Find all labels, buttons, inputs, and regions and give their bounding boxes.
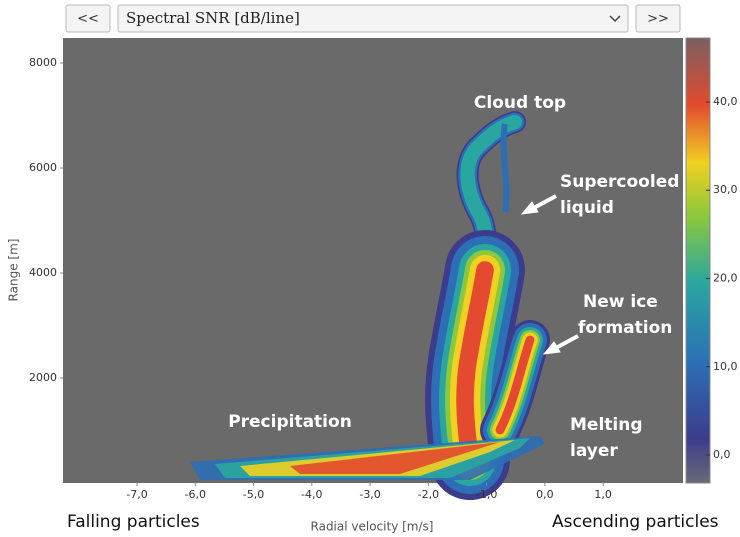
annotation: Melting [570,415,643,435]
y-tick-label: 6000 [29,161,57,174]
next-button[interactable] [635,4,681,33]
annotation: layer [570,441,618,461]
annotation: Precipitation [228,412,352,432]
x-tick-label: -2,0 [418,488,439,501]
annotation: liquid [560,198,614,218]
x-tick-label: 0,0 [536,488,554,501]
arrow-head [520,201,539,215]
x-tick-label: -6,0 [185,488,206,501]
colorbar-tick-label: 0,0 [713,448,731,461]
y-tick-label: 8000 [29,56,57,69]
selector[interactable] [117,4,629,33]
selector-label[interactable]: Spectral SNR [dB/line] [126,9,300,27]
y-tick-label: 2000 [29,371,57,384]
colorbar-tick-label: 30,0 [713,183,738,196]
x-tick-label: -3,0 [359,488,380,501]
spectrum [190,111,550,500]
plot-area [63,38,683,483]
left-note: Falling particles [67,512,200,532]
colorbar [685,37,711,484]
spectrum-shape [495,335,535,435]
arrow-head [542,341,561,355]
spectrum-shape [290,442,500,474]
spectrum-shape [500,123,510,213]
y-tick-label: 4000 [29,266,57,279]
x-tick-label: -7,0 [126,488,147,501]
x-tick-label: -5,0 [243,488,264,501]
arrows [520,194,579,355]
annotation: formation [578,318,672,338]
x-tick-label: -1,0 [476,488,497,501]
prev-button[interactable] [65,4,111,33]
annotation: Cloud top [474,93,566,113]
spectrum-shape [456,261,494,469]
colorbar-tick-label: 20,0 [713,272,738,285]
y-label: Range [m] [7,239,21,302]
prev-label[interactable]: << [77,12,99,27]
right-note: Ascending particles [552,512,719,532]
x-tick-label: 1,0 [594,488,612,501]
x-tick-label: -4,0 [301,488,322,501]
x-label: Radial velocity [m/s] [311,520,434,534]
colorbar-tick-label: 10,0 [713,360,738,373]
annotation: New ice [583,292,658,312]
annotation: Supercooled [560,172,679,192]
next-label[interactable]: >> [647,12,669,27]
colorbar-tick-label: 40,0 [713,95,738,108]
dropdown-arrow[interactable] [609,15,621,23]
